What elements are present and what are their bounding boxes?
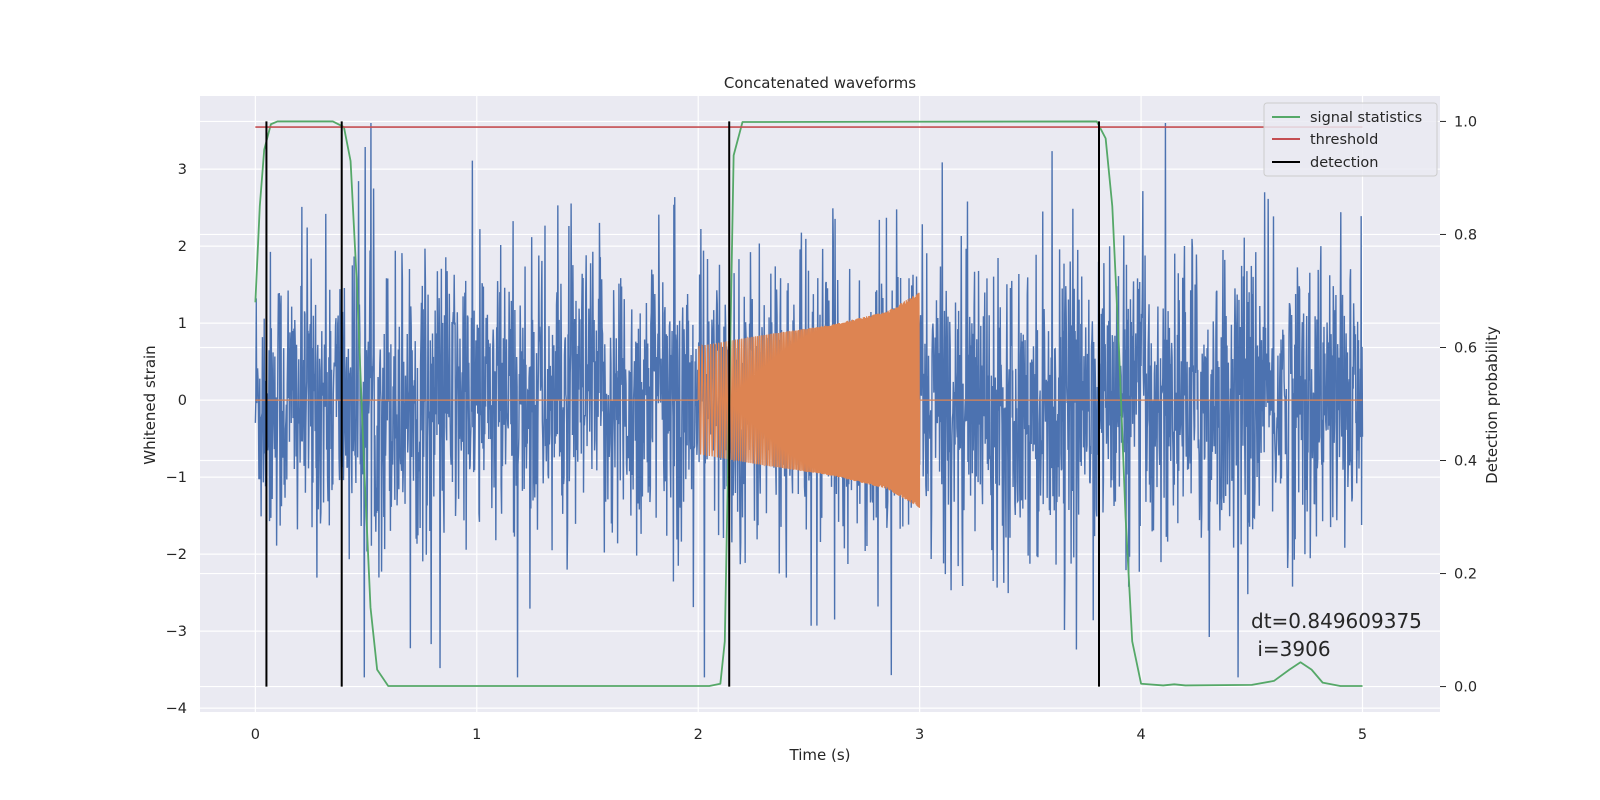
x-tick-label: 4 [1136, 727, 1145, 743]
y-tick-label: −2 [166, 547, 187, 563]
y2-tick-label: 0.0 [1454, 680, 1477, 696]
y2-tick-label: 1.0 [1454, 114, 1477, 130]
y-axis-label: Whitened strain [141, 345, 159, 464]
y-tick-label: −3 [166, 624, 187, 640]
y2-tick-label: 0.2 [1454, 567, 1477, 583]
x-axis-label: Time (s) [789, 746, 851, 764]
x-tick-label: 0 [251, 727, 260, 743]
grid [200, 96, 1440, 712]
series-injected-chirp [255, 292, 1363, 508]
chart-title: Concatenated waveforms [724, 74, 916, 92]
y-tick-label: 0 [178, 393, 187, 409]
x-axis-ticks: 0 1 2 3 4 5 [251, 727, 1367, 743]
legend-box [1263, 102, 1438, 177]
x-tick-label: 1 [472, 727, 481, 743]
y-tick-label: 2 [178, 239, 187, 255]
y-axis-ticks: 3 2 1 0 −1 −2 −3 −4 [166, 162, 187, 717]
y2-tick-label: 0.8 [1454, 227, 1477, 243]
y2-tick-label: 0.4 [1454, 454, 1477, 470]
y-tick-label: 3 [178, 162, 187, 178]
y-tick-label: −4 [166, 701, 187, 717]
y2-tick-label: 0.6 [1454, 340, 1477, 356]
legend-label-threshold: threshold [1310, 132, 1378, 148]
legend-label-detection: detection [1310, 155, 1378, 171]
annotation: dt=0.849609375 i=3906 [1251, 609, 1422, 661]
series-layer [254, 120, 1364, 687]
x-tick-label: 3 [915, 727, 924, 743]
annotation-line-1: dt=0.849609375 [1251, 609, 1422, 633]
legend: signal statistics threshold detection [1263, 102, 1438, 177]
annotation-line-2: i=3906 [1251, 637, 1331, 661]
y2-axis-ticks: 1.0 0.8 0.6 0.4 0.2 0.0 [1440, 114, 1477, 696]
x-tick-label: 2 [694, 727, 703, 743]
x-tick-label: 5 [1358, 727, 1367, 743]
y2-axis-label: Detection probability [1483, 326, 1501, 484]
y-tick-label: −1 [166, 470, 187, 486]
series-noise [254, 122, 1364, 678]
y-tick-label: 1 [178, 316, 187, 332]
legend-label-signal-statistics: signal statistics [1310, 110, 1422, 126]
